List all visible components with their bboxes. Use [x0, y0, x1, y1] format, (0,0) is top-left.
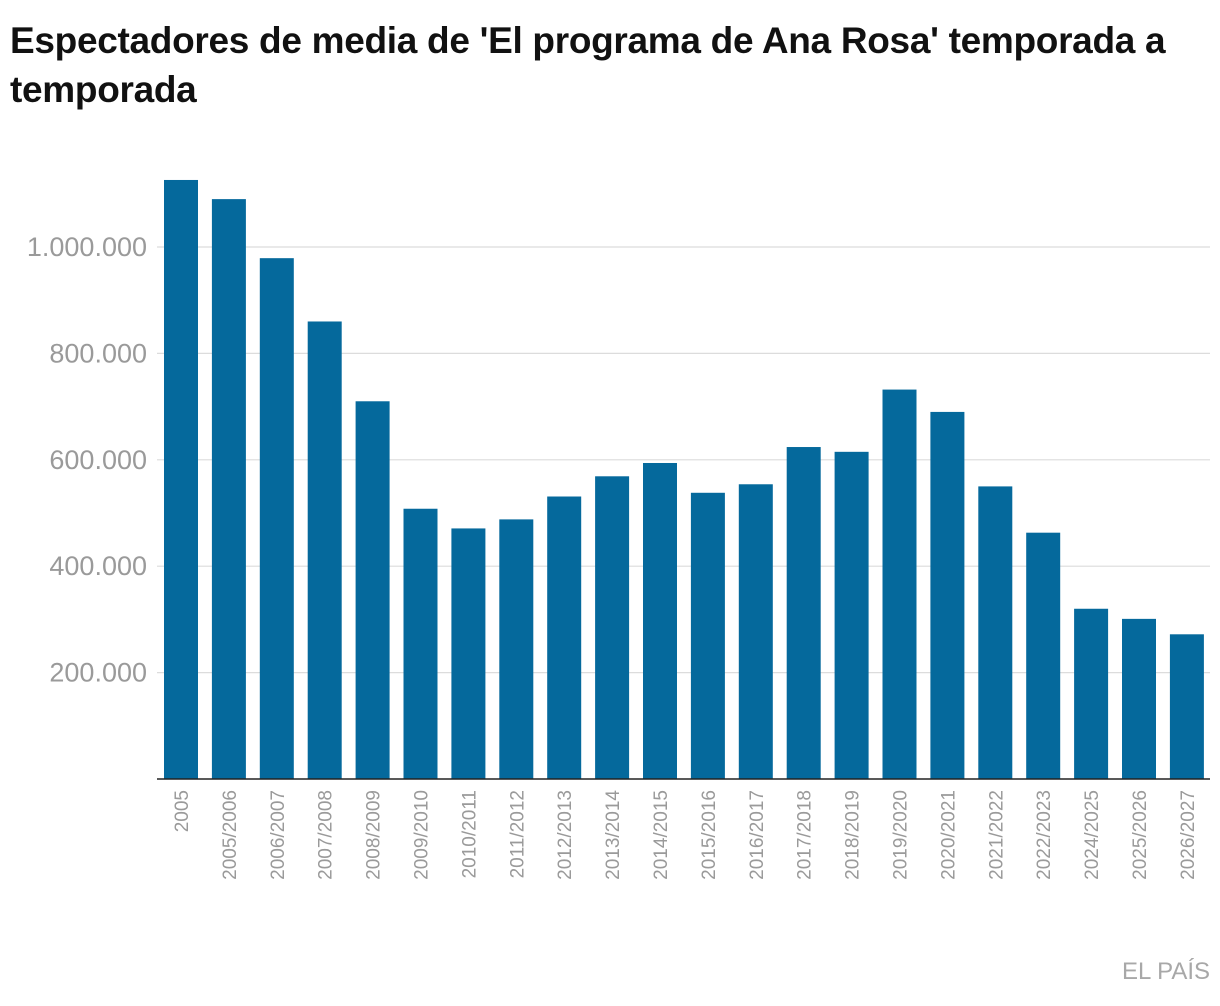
bar — [595, 476, 630, 779]
bar — [786, 447, 821, 779]
source-credit: EL PAÍS — [1121, 958, 1210, 985]
x-tick-label: 2021/2022 — [986, 790, 1007, 880]
bar — [307, 321, 342, 779]
bar — [930, 411, 965, 779]
y-tick-label: 800.000 — [49, 338, 147, 368]
bar — [1074, 608, 1109, 779]
y-tick-label: 600.000 — [49, 445, 147, 475]
x-tick-label: 2006/2007 — [268, 790, 289, 880]
x-tick-label: 2025/2026 — [1130, 790, 1151, 880]
bar — [1026, 532, 1061, 779]
y-axis-ticks: 200.000 400.000 600.000 800.000 1.000.000 — [27, 232, 147, 688]
x-tick-label: 2016/2017 — [747, 790, 768, 880]
bars — [164, 179, 1204, 779]
bar — [355, 401, 390, 779]
x-tick-label: 2026/2027 — [1178, 790, 1199, 880]
x-tick-label: 2022/2023 — [1034, 790, 1055, 880]
x-axis-ticks: 2005 2005/2006 2006/2007 2007/2008 2008/2009… — [172, 790, 1199, 880]
bar — [164, 179, 198, 779]
bar — [834, 451, 869, 779]
bar — [1169, 634, 1204, 779]
y-tick-label: 400.000 — [49, 551, 147, 581]
bar — [499, 519, 534, 779]
x-tick-label: 2008/2009 — [364, 790, 385, 880]
y-tick-label: 1.000.000 — [27, 232, 147, 262]
x-tick-label: 2005/2006 — [220, 790, 241, 880]
x-tick-label: 2009/2010 — [412, 790, 433, 880]
bar — [738, 484, 773, 779]
bar — [451, 528, 486, 779]
bar — [690, 492, 725, 779]
bar — [403, 508, 438, 779]
x-tick-label: 2013/2014 — [603, 790, 624, 880]
x-tick-label: 2017/2018 — [795, 790, 816, 880]
bar — [547, 496, 582, 779]
chart-title: Espectadores de media de 'El programa de… — [10, 20, 1166, 110]
x-tick-label: 2024/2025 — [1082, 790, 1103, 880]
x-tick-label: 2007/2008 — [316, 790, 337, 880]
bar — [259, 258, 294, 779]
x-tick-label: 2010/2011 — [459, 790, 480, 878]
x-tick-label: 2018/2019 — [843, 790, 864, 880]
x-tick-label: 2011/2012 — [507, 790, 528, 878]
x-tick-label: 2020/2021 — [938, 790, 959, 880]
bar — [1122, 618, 1156, 779]
x-tick-label: 2019/2020 — [891, 790, 912, 880]
bar — [643, 462, 677, 779]
bar — [882, 389, 917, 779]
bar — [211, 199, 246, 779]
bar — [978, 486, 1013, 779]
x-tick-label: 2005 — [172, 790, 193, 832]
x-tick-label: 2014/2015 — [651, 790, 672, 880]
y-tick-label: 200.000 — [49, 658, 147, 688]
x-tick-label: 2015/2016 — [699, 790, 720, 880]
x-tick-label: 2012/2013 — [555, 790, 576, 880]
